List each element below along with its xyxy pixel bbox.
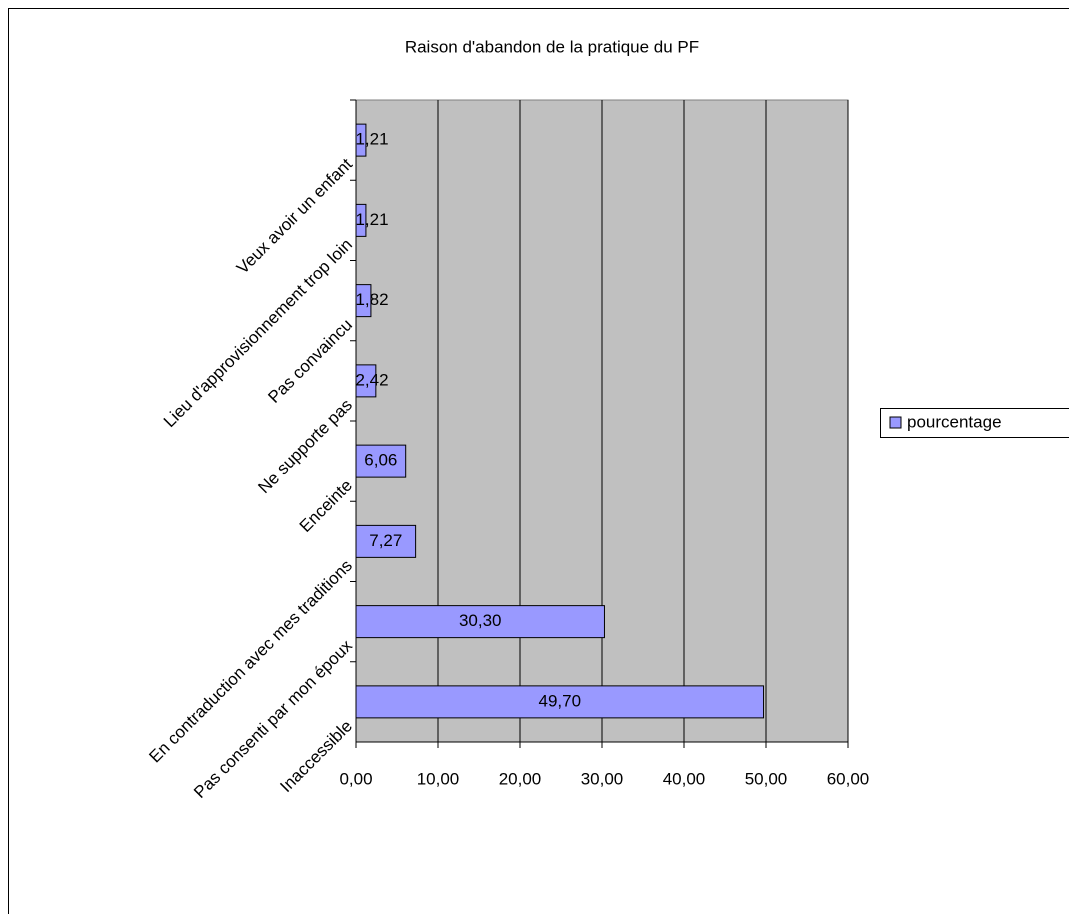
data-label: 7,27: [369, 531, 402, 550]
bar: [355, 685, 765, 719]
bar: [355, 203, 367, 237]
bar: [355, 605, 605, 639]
bar: [355, 123, 367, 157]
bar: [355, 364, 377, 398]
x-tick-label: 60,00: [827, 769, 870, 788]
data-label: 1,82: [355, 290, 388, 309]
data-label: 1,21: [355, 210, 388, 229]
data-label: 49,70: [538, 691, 581, 710]
data-label: 30,30: [459, 611, 502, 630]
x-tick-label: 30,00: [581, 769, 624, 788]
legend: pourcentage: [880, 408, 1069, 438]
data-label: 2,42: [355, 370, 388, 389]
x-tick-label: 20,00: [499, 769, 542, 788]
x-tick-label: 50,00: [745, 769, 788, 788]
chart-title: Raison d'abandon de la pratique du PF: [405, 37, 699, 56]
legend-swatch: [889, 416, 902, 429]
legend-box: [880, 408, 1069, 438]
data-label: 1,21: [355, 130, 388, 149]
bar: [355, 524, 417, 558]
data-label: 6,06: [364, 451, 397, 470]
x-tick-label: 10,00: [417, 769, 460, 788]
bar: [355, 284, 372, 318]
x-tick-label: 0,00: [339, 769, 372, 788]
legend-label: pourcentage: [907, 412, 1002, 431]
x-tick-label: 40,00: [663, 769, 706, 788]
bar: [355, 444, 407, 478]
